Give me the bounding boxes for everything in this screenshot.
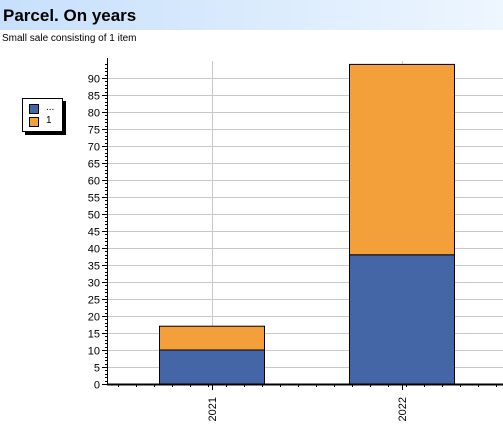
y-tick-label: 30 (88, 278, 100, 290)
y-tick-label: 25 (88, 295, 100, 307)
y-tick-label: 10 (88, 346, 100, 358)
x-tick-label: 2022 (397, 397, 409, 421)
title-bar: Parcel. On years (0, 0, 503, 30)
y-tick-label: 0 (94, 380, 100, 392)
chart-subtitle: Small sale consisting of 1 item (2, 33, 137, 44)
y-tick-label: 75 (88, 125, 100, 137)
y-tick-label: 45 (88, 227, 100, 239)
y-tick-label: 60 (88, 176, 100, 188)
y-tick-label: 80 (88, 108, 100, 120)
y-tick-label: 5 (94, 363, 100, 375)
y-tick-label: 50 (88, 210, 100, 222)
legend-label: ... (46, 102, 55, 113)
chart-title: Parcel. On years (3, 6, 137, 25)
y-tick-label: 15 (88, 329, 100, 341)
bar-segment (159, 349, 265, 385)
legend-swatch (29, 104, 39, 114)
y-tick-label: 90 (88, 74, 100, 86)
y-tick-label: 40 (88, 244, 100, 256)
legend: ... 1 (22, 98, 63, 132)
y-tick-label: 35 (88, 261, 100, 273)
y-tick-label: 20 (88, 312, 100, 324)
bar-segment (349, 254, 455, 385)
x-tick-label: 2021 (207, 397, 219, 421)
y-tick-label: 65 (88, 159, 100, 171)
bar-segment (159, 325, 265, 351)
legend-swatch (29, 117, 39, 127)
legend-label: 1 (46, 115, 52, 126)
y-tick-label: 70 (88, 142, 100, 154)
y-tick-label: 85 (88, 91, 100, 103)
bar-segment (349, 63, 455, 256)
y-tick-label: 55 (88, 193, 100, 205)
